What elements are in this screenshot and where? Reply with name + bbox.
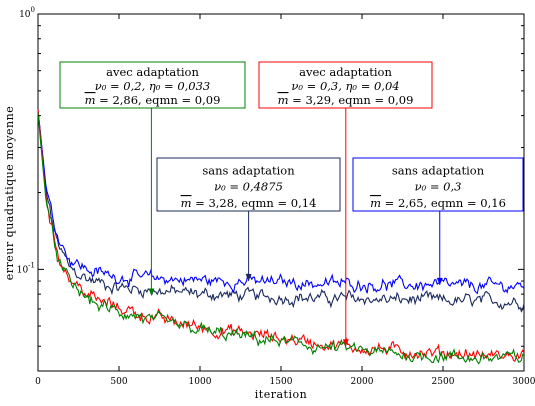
annotation-heading: sans adaptation — [202, 163, 295, 177]
series-line-blue — [37, 110, 525, 295]
series-line-navy — [37, 110, 525, 313]
annotation-params: ν₀ = 0,4875 — [214, 180, 283, 194]
annotation-heading: avec adaptation — [299, 65, 392, 79]
annotation-metrics: m = 2,86, eqmn = 0,09 — [85, 93, 221, 107]
x-tick-label: 0 — [35, 377, 41, 387]
y-axis-label: erreur quadratique moyenne — [3, 106, 16, 280]
annotation-params: ν₀ = 0,3, η₀ = 0,04 — [291, 79, 399, 93]
x-tick-label: 1000 — [189, 377, 212, 387]
annotation-box — [352, 157, 524, 212]
annotation-arrowhead — [148, 288, 155, 296]
annotation-params: ν₀ = 0,2, η₀ = 0,033 — [95, 79, 211, 93]
tick-layer: 0 500 1000 1500 2000 2500 3000 100 10-1 — [17, 6, 535, 387]
annotation-metrics: m = 3,28, eqmn = 0,14 — [181, 196, 317, 210]
x-tick-label: 500 — [110, 377, 127, 387]
annotation-metrics: m = 3,29, eqmn = 0,09 — [278, 93, 414, 107]
annotation-box — [59, 61, 246, 109]
y-tick-label: 100 — [19, 6, 35, 20]
annotation-box — [258, 61, 433, 109]
annotation-arrowhead — [342, 339, 349, 347]
x-tick-label: 1500 — [270, 377, 293, 387]
annotation-arrowhead — [245, 274, 252, 282]
annotation-heading: avec adaptation — [106, 65, 199, 79]
annotation-params: ν₀ = 0,3 — [415, 180, 462, 194]
x-tick-label: 2500 — [432, 377, 455, 387]
annotation-metrics: m = 2,65, eqmn = 0,16 — [370, 196, 506, 210]
annotation-4: sans adaptation ν₀ = 0,3 m = 2,65, eqmn = … — [352, 157, 524, 285]
series-line-green — [37, 112, 525, 365]
x-axis-label: iteration — [255, 388, 307, 401]
annotation-box — [156, 157, 341, 212]
x-tick-label: 3000 — [513, 377, 535, 387]
annotation-heading: sans adaptation — [392, 163, 485, 177]
x-tick-label: 2000 — [351, 377, 374, 387]
annotation-3: sans adaptation ν₀ = 0,4875 m = 3,28, eqmn… — [156, 157, 341, 282]
series-layer — [37, 109, 525, 365]
annotation-arrowhead — [436, 277, 443, 285]
y-tick-label: 10-1 — [17, 261, 35, 275]
